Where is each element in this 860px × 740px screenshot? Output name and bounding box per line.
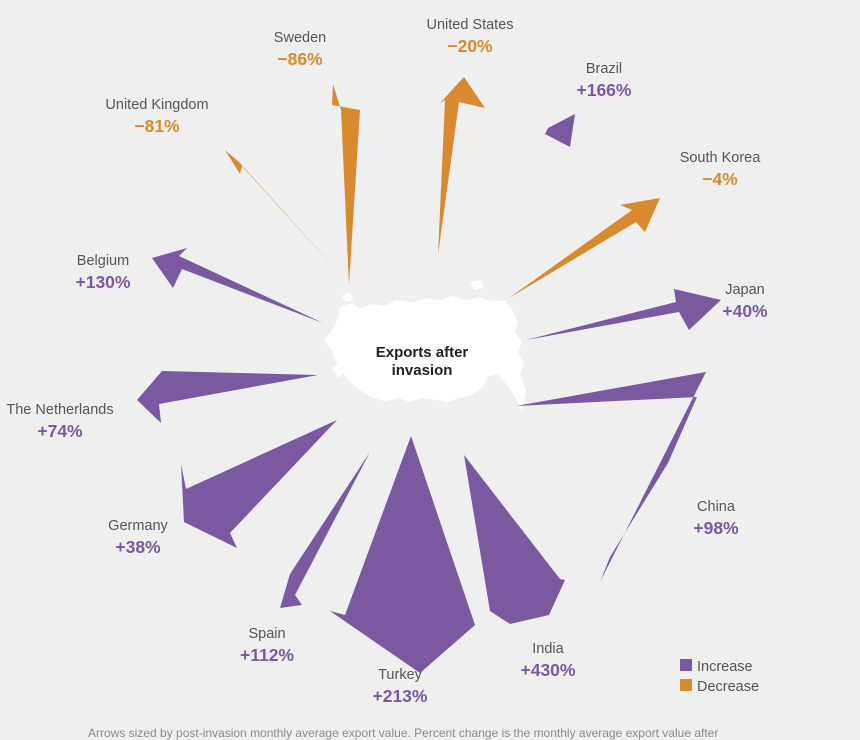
- change-pct-sweden: −86%: [277, 49, 323, 69]
- change-pct-india: +430%: [521, 660, 576, 680]
- country-name-sweden: Sweden: [274, 30, 326, 46]
- arrow-spain: [280, 452, 370, 608]
- change-pct-china: +98%: [693, 518, 739, 538]
- arrow-germany: [181, 420, 337, 548]
- arrow-brazil: [478, 114, 575, 270]
- arrow-japan: [526, 289, 721, 340]
- change-pct-united-states: −20%: [447, 36, 493, 56]
- change-pct-the-netherlands: +74%: [37, 421, 83, 441]
- arrow-south-korea: [509, 198, 660, 298]
- legend: Increase Decrease: [680, 659, 759, 695]
- country-name-the-netherlands: The Netherlands: [6, 402, 113, 418]
- russia-silhouette: [324, 280, 526, 412]
- country-name-japan: Japan: [725, 282, 765, 298]
- country-name-united-kingdom: United Kingdom: [105, 97, 208, 113]
- legend-label-increase: Increase: [697, 659, 753, 675]
- legend-label-decrease: Decrease: [697, 679, 759, 695]
- change-pct-belgium: +130%: [76, 272, 131, 292]
- russia-map: [324, 280, 526, 412]
- arrow-the-netherlands: [137, 371, 318, 423]
- change-pct-south-korea: −4%: [702, 169, 738, 189]
- change-pct-turkey: +213%: [373, 686, 428, 706]
- center-title-line2: invasion: [392, 362, 453, 379]
- country-name-belgium: Belgium: [77, 253, 129, 269]
- arrow-belgium: [152, 248, 323, 323]
- legend-swatch-decrease: [680, 679, 692, 691]
- arrow-united-states: [438, 77, 485, 255]
- country-name-china: China: [697, 499, 736, 515]
- country-name-brazil: Brazil: [586, 61, 622, 77]
- country-name-india: India: [532, 641, 564, 657]
- change-pct-germany: +38%: [115, 537, 161, 557]
- center-title-line1: Exports after: [376, 344, 469, 361]
- country-name-germany: Germany: [108, 518, 168, 534]
- arrows: [137, 77, 721, 673]
- country-labels: Sweden −86% United States −20% Brazil +166% So…: [6, 17, 768, 706]
- arrow-sweden: [332, 84, 360, 285]
- change-pct-japan: +40%: [722, 301, 768, 321]
- change-pct-united-kingdom: −81%: [134, 116, 180, 136]
- country-name-turkey: Turkey: [378, 667, 423, 683]
- country-name-spain: Spain: [248, 626, 285, 642]
- legend-swatch-increase: [680, 659, 692, 671]
- arrow-india: [464, 455, 565, 624]
- arrow-turkey: [330, 436, 475, 673]
- footnote: Arrows sized by post-invasion monthly av…: [88, 726, 719, 740]
- change-pct-spain: +112%: [240, 645, 294, 665]
- arrow-china: [516, 372, 706, 582]
- country-name-united-states: United States: [426, 17, 513, 33]
- change-pct-brazil: +166%: [577, 80, 632, 100]
- arrow-united-kingdom: [225, 150, 348, 283]
- country-name-south-korea: South Korea: [680, 150, 762, 166]
